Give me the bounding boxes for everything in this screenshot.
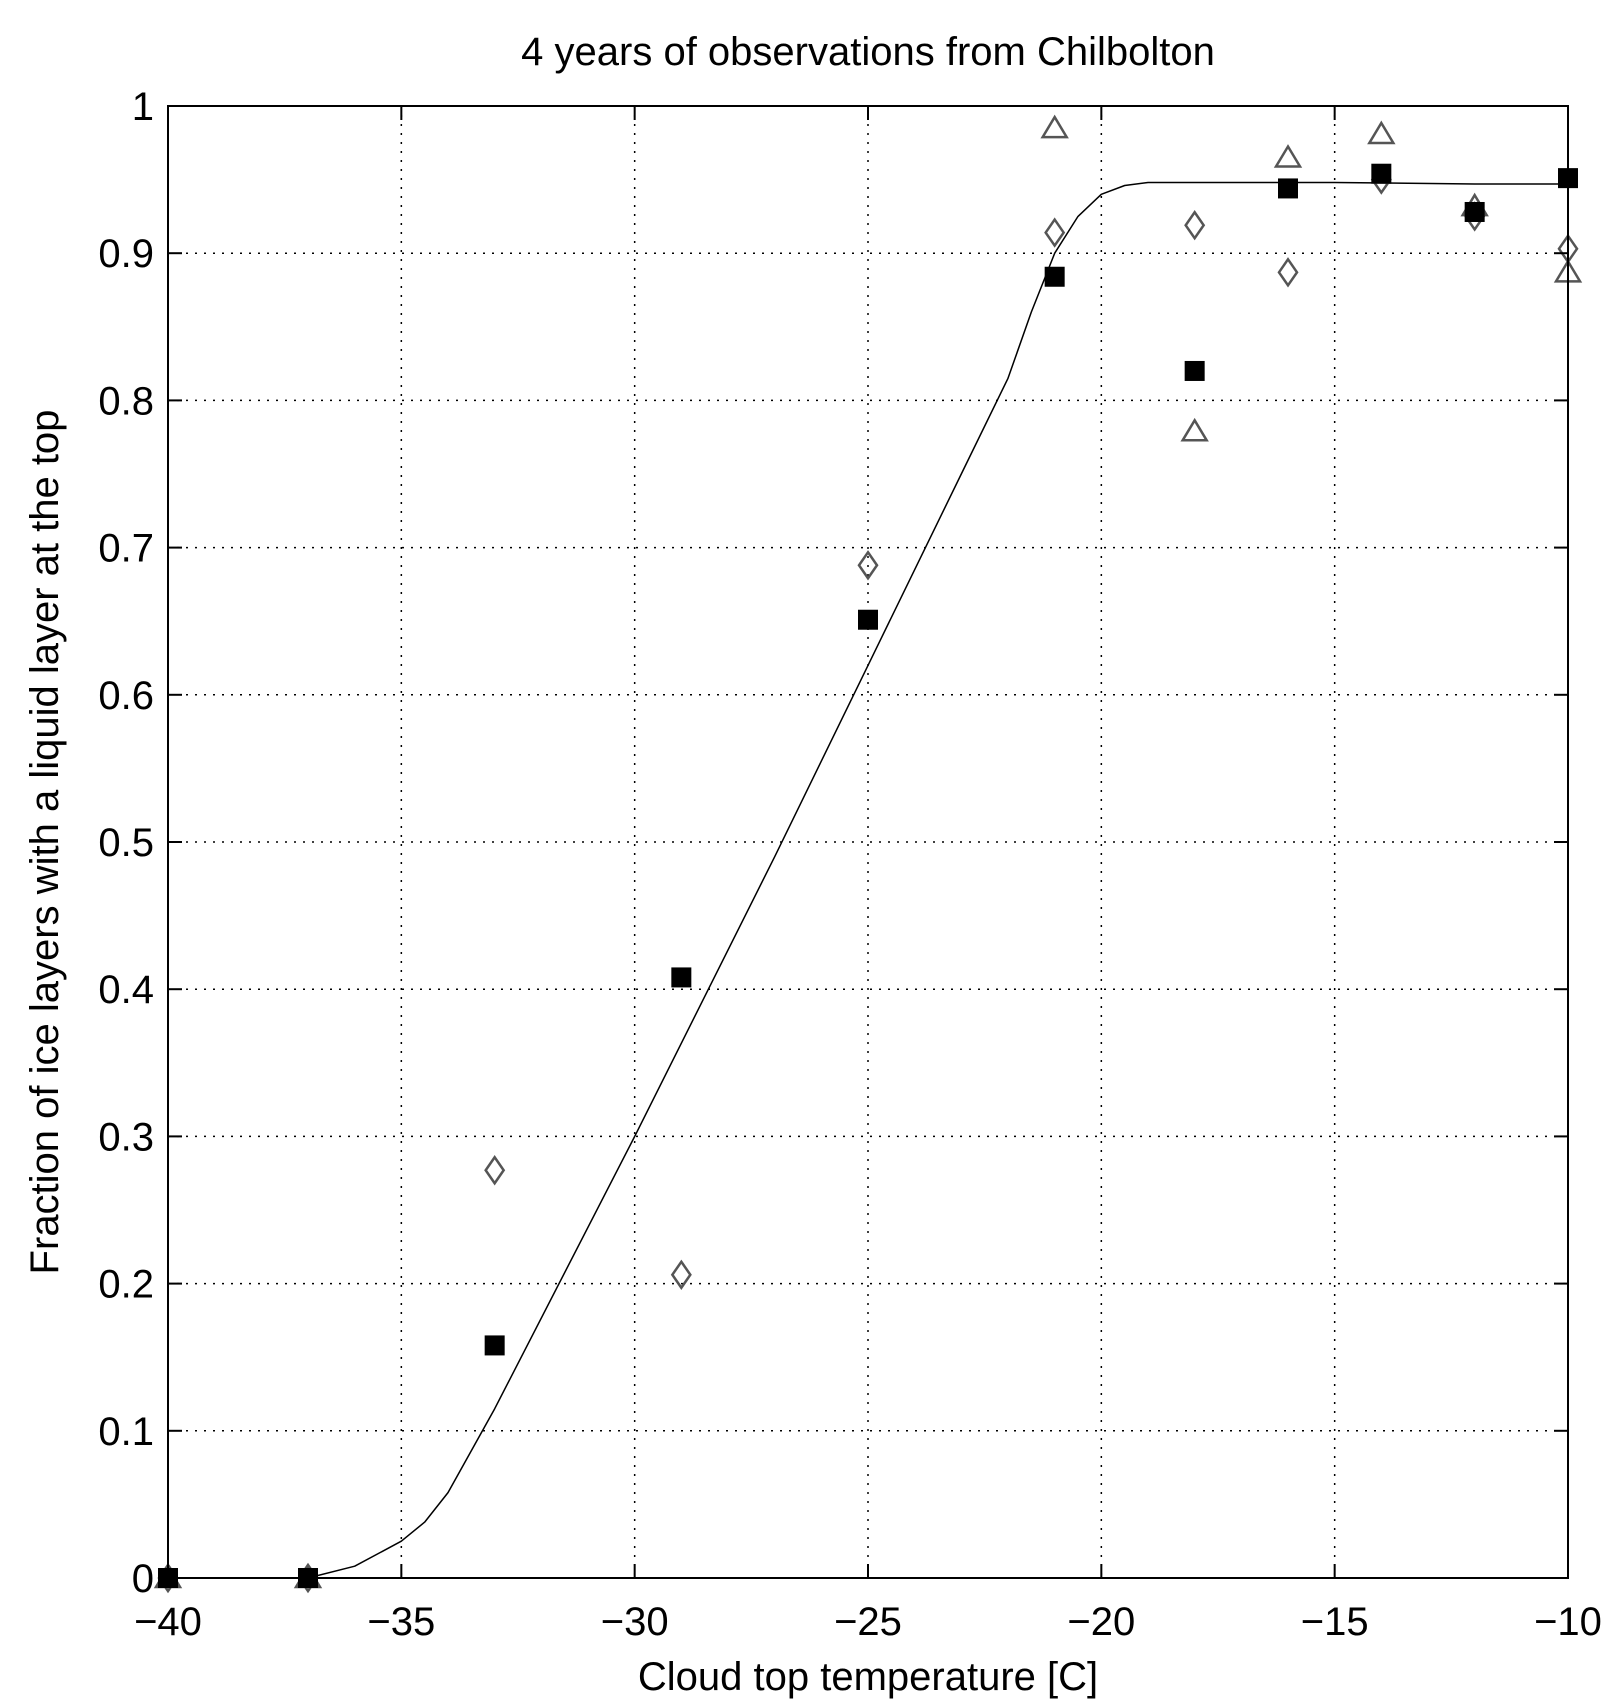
- y-tick-label: 0.4: [98, 968, 154, 1012]
- x-axis-label: Cloud top temperature [C]: [638, 1655, 1098, 1699]
- y-tick-label: 1: [132, 85, 154, 129]
- x-tick-label: −10: [1534, 1600, 1602, 1644]
- chart-title: 4 years of observations from Chilbolton: [521, 30, 1215, 74]
- y-tick-label: 0.5: [98, 821, 154, 865]
- diamond-marker: [1044, 217, 1066, 248]
- square-marker: [1464, 201, 1485, 222]
- diamond-marker: [1184, 210, 1206, 241]
- y-axis-label: Fraction of ice layers with a liquid lay…: [23, 410, 67, 1275]
- square-marker: [1044, 266, 1065, 287]
- y-tick-label: 0: [132, 1557, 154, 1601]
- y-tick-label: 0.7: [98, 527, 154, 571]
- square-marker: [484, 1335, 505, 1356]
- diamond-marker: [484, 1155, 506, 1186]
- data-markers: [153, 114, 1583, 1594]
- axis-ticks: [167, 105, 1569, 1579]
- x-tick-labels: −40 −35 −30 −25 −20 −15 −10: [134, 1600, 1602, 1644]
- y-tick-label: 0.8: [98, 379, 154, 423]
- square-marker: [1278, 178, 1298, 199]
- square-marker: [671, 967, 692, 988]
- diamond-marker: [1277, 257, 1299, 288]
- x-tick-label: −20: [1067, 1600, 1135, 1644]
- x-tick-label: −35: [367, 1600, 435, 1644]
- x-tick-label: −30: [601, 1600, 669, 1644]
- x-tick-label: −15: [1301, 1600, 1369, 1644]
- square-marker: [1184, 360, 1205, 381]
- y-tick-labels: 0 0.1 0.2 0.3 0.4 0.5 0.6 0.7 0.8 0.9 1: [98, 85, 154, 1601]
- fit-curve-layer: [168, 181, 1568, 1579]
- y-tick-label: 0.6: [98, 674, 154, 718]
- diamond-marker: [857, 550, 879, 581]
- triangle-marker: [1273, 144, 1303, 168]
- triangle-marker: [1180, 417, 1209, 442]
- diamond-marker: [670, 1259, 692, 1290]
- x-tick-label: −25: [834, 1600, 902, 1644]
- x-tick-label: −40: [134, 1600, 202, 1644]
- y-tick-label: 0.9: [98, 232, 154, 276]
- grid-lines: [168, 106, 1568, 1578]
- fit-curve: [168, 181, 1568, 1579]
- triangle-marker: [1367, 120, 1396, 145]
- y-tick-label: 0.1: [98, 1410, 154, 1454]
- y-tick-label: 0.3: [98, 1115, 154, 1159]
- square-marker: [858, 609, 878, 630]
- triangle-marker: [1040, 114, 1069, 139]
- square-marker: [1371, 163, 1392, 184]
- y-tick-label: 0.2: [98, 1263, 154, 1307]
